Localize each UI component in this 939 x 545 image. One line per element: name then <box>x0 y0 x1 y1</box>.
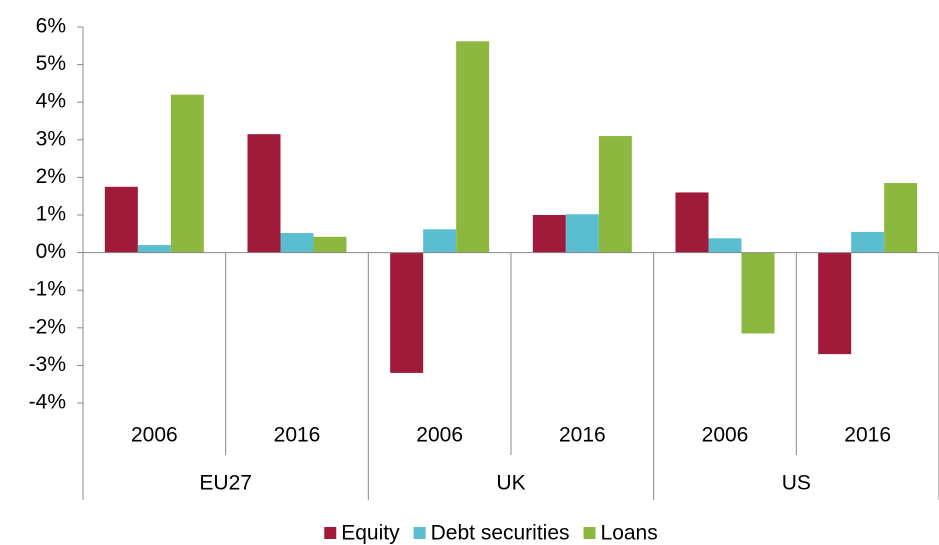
x-tick-label: 2006 <box>131 424 178 447</box>
x-tick-label: 2016 <box>274 424 321 447</box>
y-tick-label: -2% <box>29 315 66 338</box>
y-tick-label: 6% <box>36 15 66 38</box>
bar <box>598 136 632 253</box>
y-tick-label: 3% <box>36 127 66 150</box>
x-tick-label: 2016 <box>844 424 891 447</box>
group-label: EU27 <box>199 472 252 495</box>
x-tick-label: 2006 <box>702 424 749 447</box>
x-tick-label: 2006 <box>416 424 463 447</box>
y-tick-label: -1% <box>29 278 66 301</box>
bar <box>390 252 424 373</box>
bar <box>741 252 775 334</box>
bar <box>818 252 852 355</box>
bar <box>104 186 138 253</box>
y-tick-label: -4% <box>29 391 66 414</box>
bar <box>170 94 204 253</box>
bar <box>247 134 281 253</box>
group-label: UK <box>496 472 525 495</box>
legend-label: Debt securities <box>431 522 570 545</box>
legend-swatch <box>583 527 596 539</box>
bar <box>280 233 314 253</box>
y-tick-label: 5% <box>36 52 66 75</box>
legend-swatch <box>413 527 426 539</box>
bar <box>675 192 709 253</box>
bar <box>532 215 566 253</box>
legend-label: Loans <box>601 522 658 545</box>
bar <box>423 229 457 253</box>
y-tick-label: 1% <box>36 203 66 226</box>
legend-label: Equity <box>341 522 400 545</box>
bar <box>565 214 599 253</box>
y-tick-label: 0% <box>36 240 66 263</box>
bar <box>137 245 171 253</box>
bar <box>456 41 490 253</box>
y-tick-label: 4% <box>36 90 66 113</box>
bar <box>313 236 347 253</box>
bar <box>708 238 742 253</box>
y-tick-label: 2% <box>36 165 66 188</box>
legend-swatch <box>324 527 337 539</box>
bar <box>884 183 918 253</box>
group-label: US <box>782 472 811 495</box>
x-tick-label: 2016 <box>559 424 606 447</box>
y-tick-label: -3% <box>29 353 66 376</box>
bar <box>851 231 885 253</box>
